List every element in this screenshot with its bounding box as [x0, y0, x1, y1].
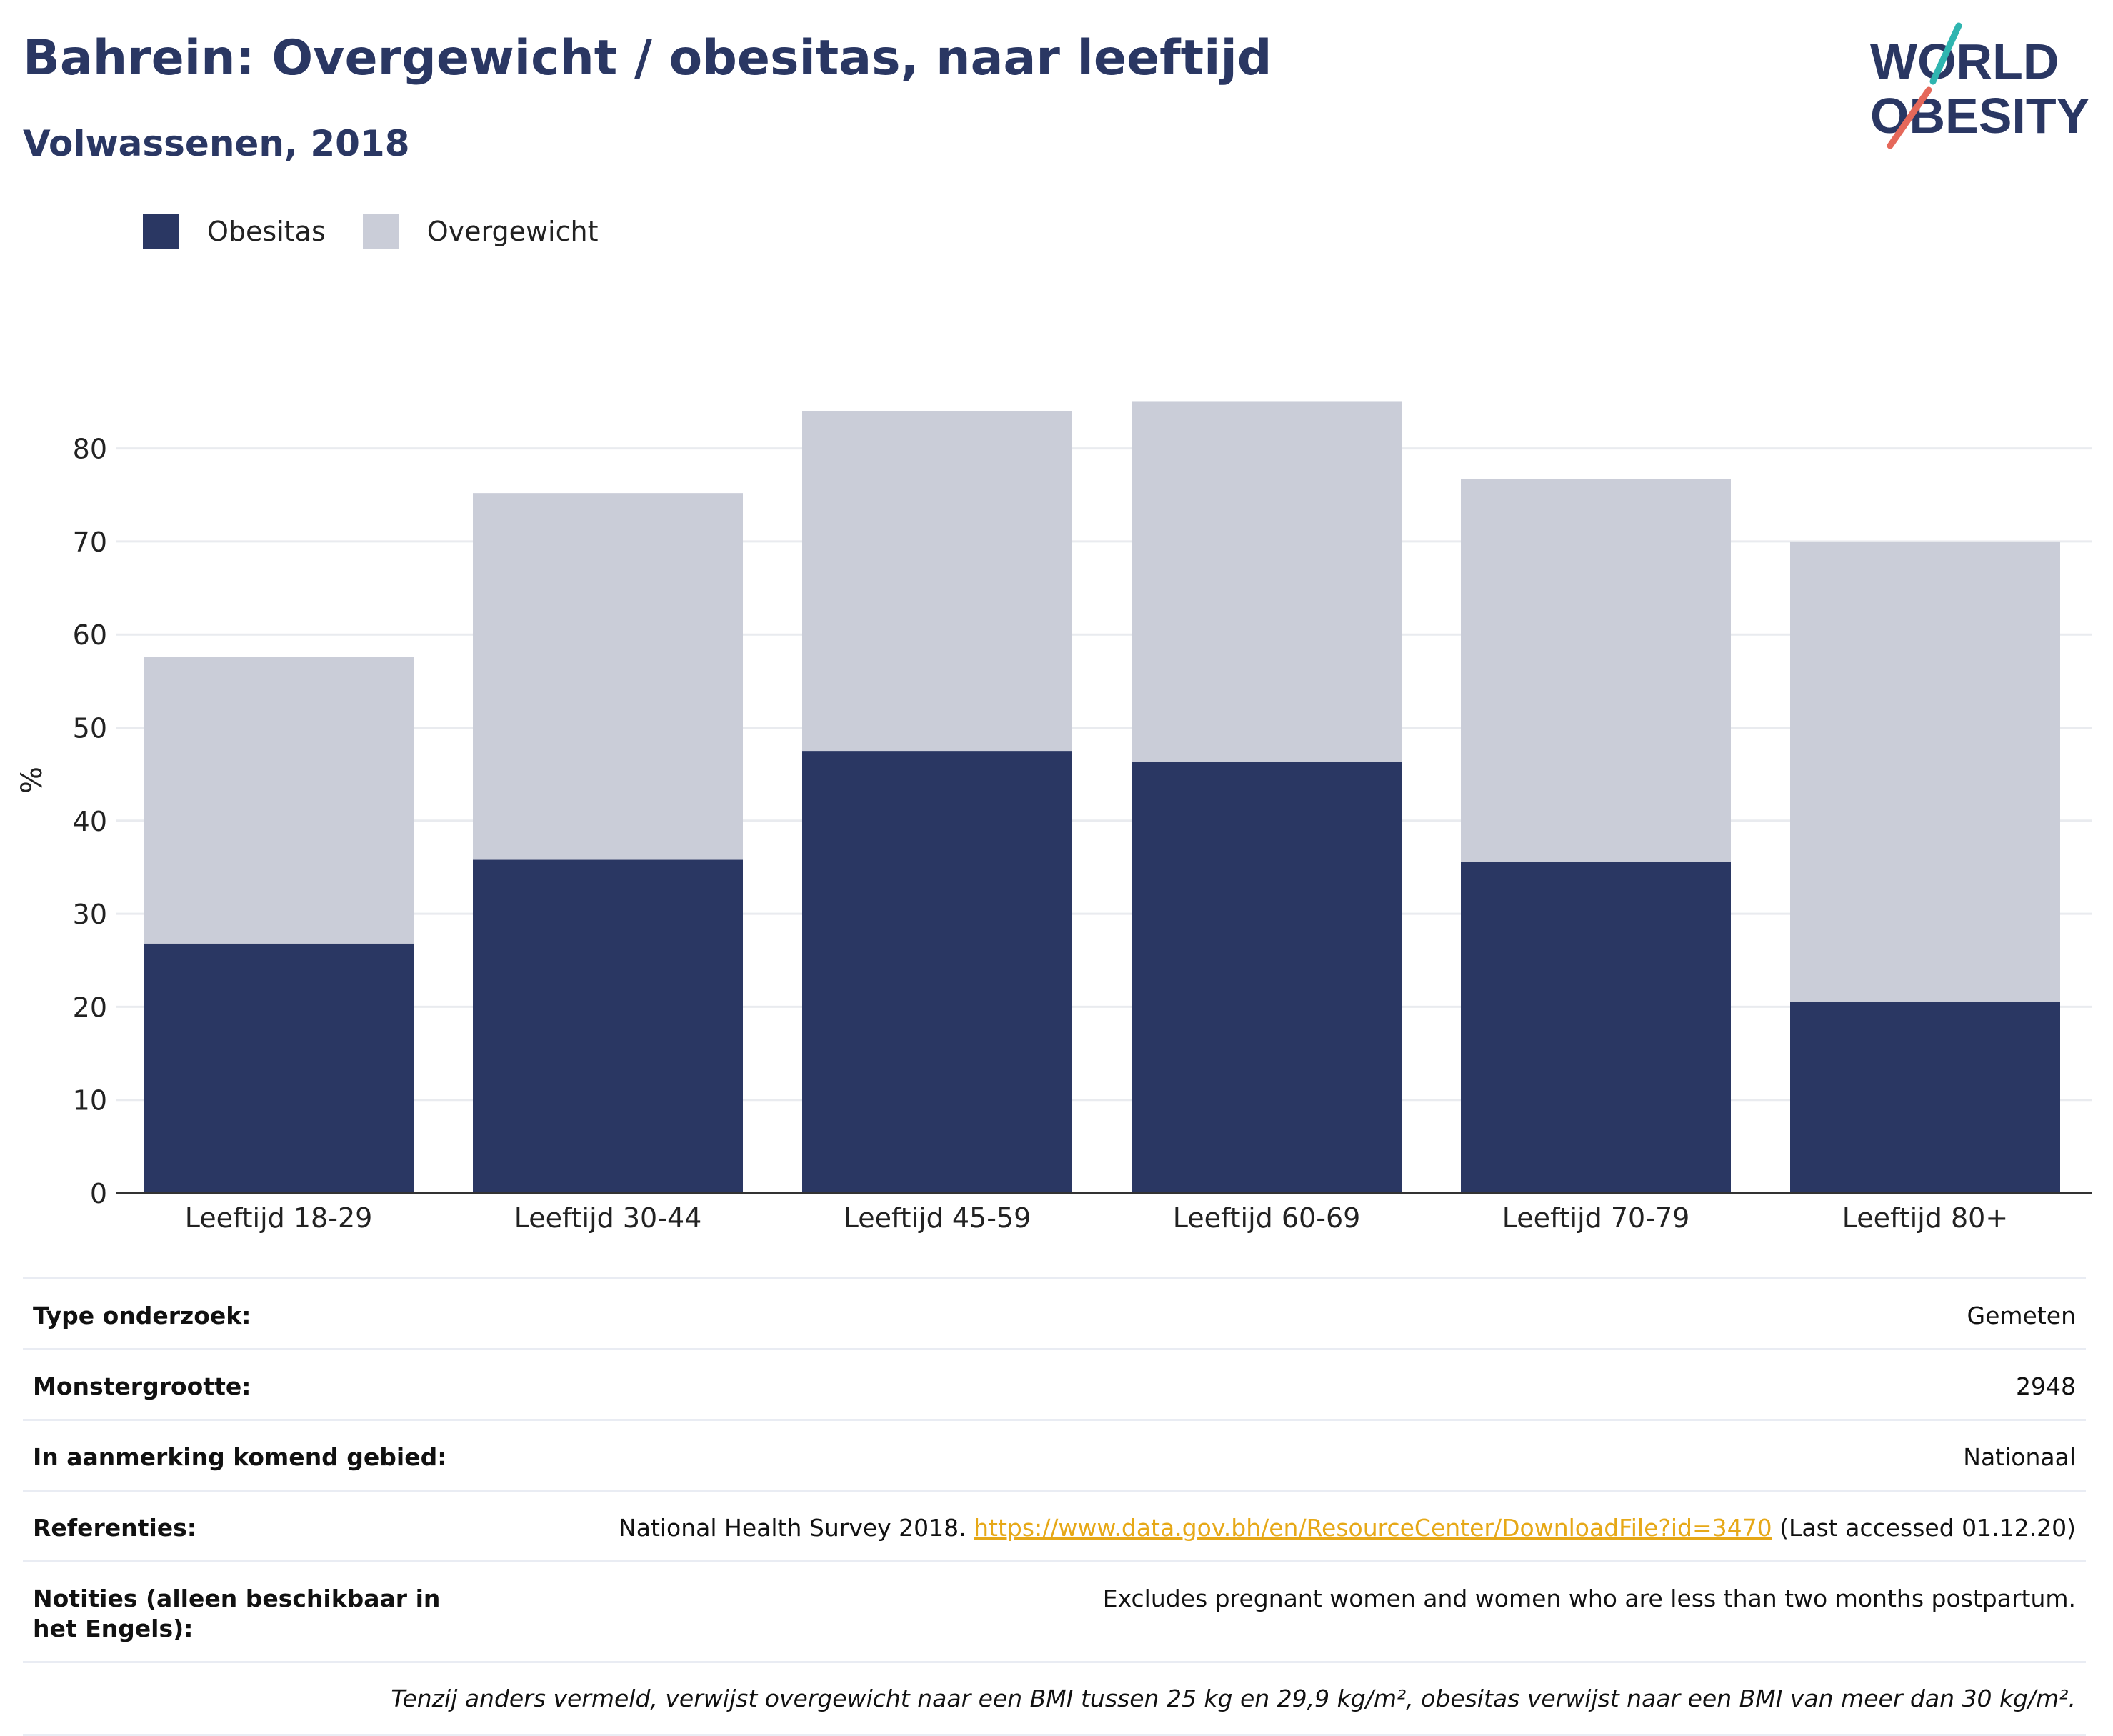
x-tick-label: Leeftijd 18-29 [185, 1202, 373, 1234]
logo-slash-coral [1887, 86, 1932, 149]
logo-line2: OBESITY [1870, 88, 2089, 144]
legend-swatch-obesitas [143, 214, 179, 249]
bar-overgewicht[interactable] [1132, 401, 1402, 762]
bar-obesitas[interactable] [1461, 862, 1731, 1193]
bar-overgewicht[interactable] [144, 657, 414, 944]
info-row-area: In aanmerking komend gebied: Nationaal [23, 1419, 2086, 1490]
footnote: Tenzij anders vermeld, verwijst overgewi… [23, 1661, 2086, 1736]
chart-title: Bahrein: Overgewicht / obesitas, naar le… [23, 30, 1272, 86]
bar-overgewicht[interactable] [1790, 541, 2060, 1002]
y-tick-label: 30 [73, 899, 107, 930]
reference-accessed: (Last accessed 01.12.20) [1772, 1514, 2076, 1542]
info-row-references: Referenties: National Health Survey 2018… [23, 1490, 2086, 1560]
logo-slash-teal [1929, 22, 1962, 85]
info-value: Gemeten [1967, 1302, 2076, 1330]
chart-subtitle: Volwassenen, 2018 [23, 123, 410, 164]
x-tick-labels: Leeftijd 18-29 Leeftijd 30-44 Leeftijd 45-… [185, 1202, 2009, 1234]
legend-swatch-overgewicht [362, 214, 399, 249]
bar-obesitas[interactable] [1132, 762, 1402, 1193]
y-tick-label: 60 [73, 619, 107, 651]
x-tick-label: Leeftijd 80+ [1842, 1202, 2008, 1234]
y-axis-label: % [16, 767, 49, 794]
y-tick-label: 80 [73, 434, 107, 465]
bar-overgewicht[interactable] [1461, 479, 1731, 862]
x-tick-label: Leeftijd 30-44 [514, 1202, 702, 1234]
legend-item-overgewicht[interactable]: Overgewicht [362, 214, 599, 249]
x-tick-label: Leeftijd 45-59 [844, 1202, 1031, 1234]
legend-item-obesitas[interactable]: Obesitas [143, 214, 326, 249]
y-tick-label: 10 [73, 1085, 107, 1117]
info-row-type: Type onderzoek: Gemeten [23, 1277, 2086, 1348]
bar-overgewicht[interactable] [473, 493, 743, 860]
info-value: Excludes pregnant women and women who ar… [1102, 1585, 2076, 1612]
y-tick-labels: 0 10 20 30 40 50 60 70 80 [73, 434, 107, 1209]
info-label: Referenties: [33, 1514, 196, 1542]
bar-obesitas[interactable] [473, 859, 743, 1193]
legend-label-overgewicht: Overgewicht [426, 216, 599, 247]
y-tick-label: 20 [73, 992, 107, 1023]
x-tick-label: Leeftijd 60-69 [1173, 1202, 1361, 1234]
legend-label-obesitas: Obesitas [207, 216, 326, 247]
chart-legend: Obesitas Overgewicht [143, 213, 636, 250]
bar-overgewicht[interactable] [802, 411, 1072, 752]
info-label: Type onderzoek: [33, 1302, 251, 1330]
info-row-notes: Notities (alleen beschikbaar in het Enge… [23, 1560, 2086, 1661]
info-table: Type onderzoek: Gemeten Monstergrootte: … [23, 1277, 2086, 1736]
y-tick-label: 0 [90, 1178, 107, 1209]
info-value: 2948 [2016, 1372, 2076, 1400]
info-value: Nationaal [1963, 1443, 2076, 1471]
info-row-sample: Monstergrootte: 2948 [23, 1348, 2086, 1419]
bar-obesitas[interactable] [144, 943, 414, 1193]
y-tick-label: 50 [73, 713, 107, 744]
reference-link[interactable]: https://www.data.gov.bh/en/ResourceCente… [974, 1514, 1772, 1542]
info-label: Monstergrootte: [33, 1372, 251, 1400]
info-label: In aanmerking komend gebied: [33, 1443, 447, 1471]
logo-line1: WORLD [1870, 34, 2059, 89]
world-obesity-logo: WORLD OBESITY [1870, 22, 2089, 149]
x-tick-label: Leeftijd 70-79 [1502, 1202, 1690, 1234]
reference-text: National Health Survey 2018. [619, 1514, 974, 1542]
y-tick-label: 70 [73, 527, 107, 558]
grid-lines [116, 447, 2092, 1102]
info-value: National Health Survey 2018. https://www… [619, 1513, 2076, 1543]
y-tick-label: 40 [73, 806, 107, 837]
bar-obesitas[interactable] [1790, 1002, 2060, 1193]
info-label: Notities (alleen beschikbaar in het Enge… [33, 1585, 441, 1642]
bars [144, 401, 2060, 1193]
bar-obesitas[interactable] [802, 751, 1072, 1193]
